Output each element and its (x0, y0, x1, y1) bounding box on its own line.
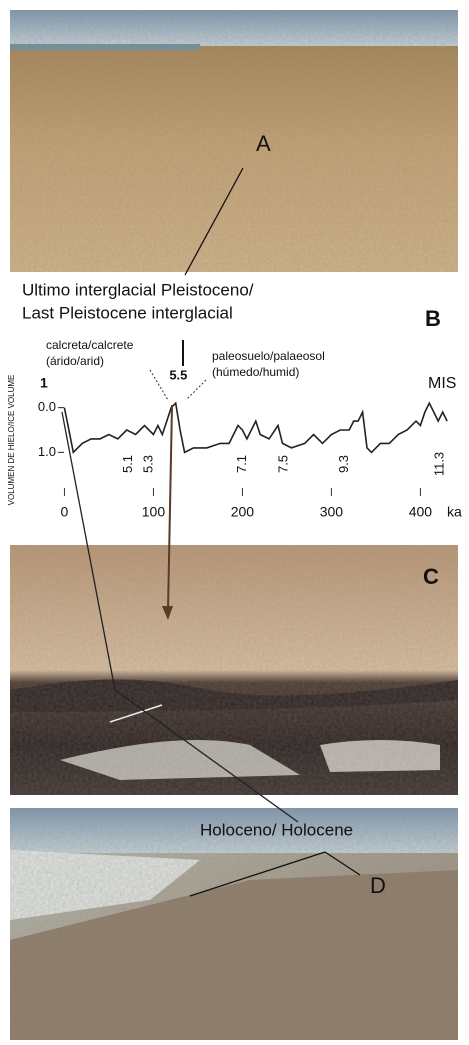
x-tick-label: 400 (409, 504, 433, 520)
photo-d: Holoceno/ Holocene D (10, 808, 458, 1040)
mis-label: 9.3 (336, 455, 351, 473)
ice-volume-curve (64, 403, 447, 452)
panel-label: A (256, 131, 271, 156)
mis-label: 7.1 (234, 455, 249, 473)
photo-a: A (10, 10, 458, 275)
x-tick-label: 300 (320, 504, 344, 520)
y-tick-label: 0.0 (38, 399, 56, 414)
panel-label: C (423, 564, 439, 589)
figure: A Ultimo interglacial Pleistoceno/ Last … (0, 0, 469, 1045)
x-tick-label: 100 (142, 504, 166, 520)
mis-label: 5.3 (140, 455, 155, 473)
mis-label: 5.1 (120, 455, 135, 473)
panel-label: B (425, 306, 441, 331)
y-tick-label: 1.0 (38, 444, 56, 459)
chart-subtitle: Last Pleistocene interglacial (22, 303, 233, 322)
mis-label: MIS (428, 375, 456, 392)
mis-label: 1 (40, 375, 48, 391)
x-tick-label: 200 (231, 504, 255, 520)
annotation: (árido/arid) (46, 354, 104, 368)
annotation: (húmedo/humid) (212, 365, 299, 379)
annotation: Holoceno/ Holocene (200, 820, 353, 839)
mis-label: 5.5 (169, 367, 187, 382)
y-axis-label: VOLUMEN DE HIELO/ICE VOLUME (7, 375, 16, 506)
annotation: calcreta/calcrete (46, 338, 134, 352)
x-tick-label: 0 (61, 504, 69, 520)
mis-label: 11.3 (431, 452, 446, 476)
panel-label: D (370, 873, 386, 898)
pointer (186, 380, 206, 400)
chart-title: Ultimo interglacial Pleistoceno/ (22, 280, 254, 299)
pointer (150, 370, 168, 400)
mis-label: 7.5 (276, 455, 291, 473)
photo-c: C (10, 545, 458, 795)
x-axis-label: ka (447, 504, 462, 520)
annotation: paleosuelo/palaeosol (212, 349, 325, 363)
